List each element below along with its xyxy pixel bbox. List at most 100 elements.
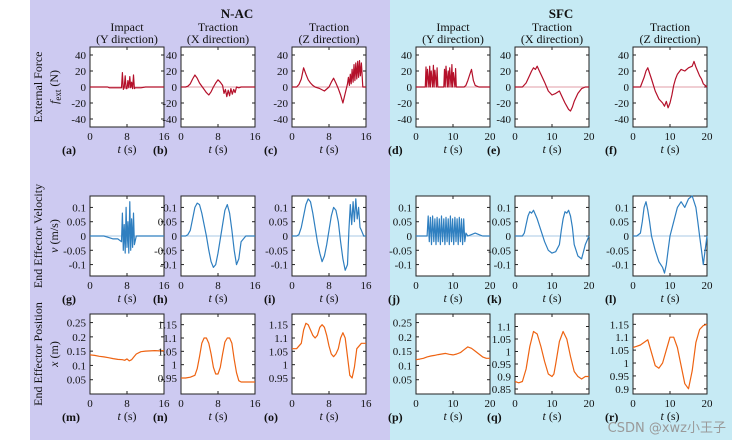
series-line (416, 215, 490, 246)
x-axis-label-unit: (s) (447, 291, 463, 305)
x-axis-label-t: t (660, 409, 664, 423)
y-tick-label: -0.1 (69, 260, 86, 272)
y-tick-label: 1.05 (269, 346, 289, 358)
y-tick-label: -20 (71, 98, 86, 110)
x-tick-label: 10 (448, 280, 460, 292)
panel-l: 0.10.050-0.05-0.10 10 20t (s)(l) (605, 195, 714, 306)
y-tick-label: 20 (401, 66, 413, 78)
y-tick-label: 40 (166, 50, 178, 62)
group-title-sfc: SFC (549, 6, 574, 21)
x-tick-label: 16 (250, 131, 262, 143)
y-tick-label: -0.05 (154, 245, 177, 257)
subplot-letter: (m) (62, 410, 80, 424)
x-axis-label-t: t (443, 291, 447, 305)
x-tick-label: 10 (547, 398, 559, 410)
y-tick-label: 0 (172, 231, 178, 243)
y-tick-label: 0.2 (398, 332, 412, 344)
y-tick-label: 0.9 (615, 384, 629, 396)
y-tick-label: -20 (496, 98, 511, 110)
x-tick-label: 20 (485, 398, 497, 410)
y-tick-label: 0.05 (67, 217, 87, 229)
x-tick-label: 0 (87, 398, 93, 410)
y-tick-label: 40 (75, 50, 87, 62)
x-axis-label-t: t (208, 142, 212, 156)
subplot-letter: (h) (153, 292, 168, 306)
y-tick-label: 20 (500, 66, 512, 78)
panel-k: 0.10.050-0.05-0.10 10 20t (s)(k) (487, 195, 596, 306)
y-tick-label: 40 (618, 50, 630, 62)
x-axis-label-unit: (s) (664, 291, 680, 305)
x-axis-label-unit: (s) (664, 409, 680, 423)
y-tick-label: 1.05 (158, 346, 178, 358)
y-tick-label: -0.05 (488, 245, 511, 257)
x-axis-label-t: t (660, 142, 664, 156)
x-axis-label-t: t (542, 142, 546, 156)
x-tick-label: 20 (584, 280, 596, 292)
x-axis-label-unit: (s) (121, 409, 137, 423)
subplot-letter: (c) (264, 143, 277, 157)
series-line (181, 337, 255, 383)
x-axis-label: t (s) (443, 291, 462, 305)
y-tick-label: 40 (500, 50, 512, 62)
panel-p: 0.25 0.2 0.15 0.1 0.050 10 20 t (s) (p) (388, 313, 497, 424)
x-axis-label: t (s) (660, 142, 679, 156)
x-tick-label: 16 (159, 280, 171, 292)
x-tick-label: 16 (250, 280, 262, 292)
x-axis-label-t: t (117, 291, 121, 305)
y-tick-label: 0.1 (398, 202, 412, 214)
x-axis-label-unit: (s) (212, 291, 228, 305)
x-axis-label: t (s) (660, 291, 679, 305)
y-tick-label: 0.05 (269, 217, 289, 229)
x-tick-label: 20 (485, 280, 497, 292)
x-tick-label: 0 (630, 131, 636, 143)
panel-title-line: Traction (309, 20, 349, 34)
subplot-letter: (l) (605, 292, 616, 306)
x-tick-label: 0 (87, 280, 93, 292)
x-axis-label-t: t (443, 409, 447, 423)
x-tick-label: 20 (702, 280, 714, 292)
x-tick-label: 16 (250, 398, 262, 410)
x-tick-label: 0 (178, 131, 184, 143)
row-label-sub: ext (53, 89, 63, 100)
x-axis-label: t (s) (117, 291, 136, 305)
subplot-letter: (o) (264, 410, 278, 424)
x-axis-label-t: t (208, 291, 212, 305)
series-line (515, 65, 589, 112)
x-axis-label-t: t (117, 409, 121, 423)
x-tick-label: 20 (702, 398, 714, 410)
panel-title-line: Impact (436, 20, 470, 34)
y-tick-label: 0.1 (398, 360, 412, 372)
panel-title-line: (Z direction) (640, 32, 701, 46)
y-tick-label: 0.1 (274, 202, 288, 214)
panel-title-line: Traction (650, 20, 690, 34)
y-tick-label: 0.05 (393, 217, 413, 229)
panel-h: 0.10.050-0.05-0.10 8 16t (s)(h) (153, 195, 262, 306)
x-tick-label: 0 (289, 131, 295, 143)
y-tick-label: -0.05 (389, 245, 412, 257)
row-label-symbol: fext (N) (47, 70, 63, 104)
y-tick-label: -20 (162, 98, 177, 110)
x-tick-label: 8 (326, 280, 332, 292)
panel-n: 1.151.11.05 10.95 0 8 16 t (s) (n) (153, 313, 262, 424)
x-axis-label-t: t (542, 409, 546, 423)
x-tick-label: 10 (547, 131, 559, 143)
y-tick-label: 1.05 (492, 334, 512, 346)
y-tick-label: 0.05 (393, 375, 413, 387)
row-label-symbol: v (m/s) (47, 219, 61, 253)
row-label-title: External Force (31, 52, 45, 123)
x-tick-label: 8 (326, 131, 332, 143)
series-line (415, 346, 490, 361)
series-line (181, 74, 255, 98)
x-axis-label: t (s) (208, 409, 227, 423)
y-tick-label: 0 (283, 231, 289, 243)
x-axis-label-unit: (s) (323, 409, 339, 423)
y-tick-label: 1 (624, 358, 630, 370)
y-tick-label: 20 (75, 66, 87, 78)
subplot-letter: (e) (487, 143, 500, 157)
x-axis-label: t (s) (443, 142, 462, 156)
y-tick-label: 20 (166, 66, 178, 78)
y-tick-label: 1 (283, 360, 289, 372)
x-tick-label: 0 (630, 280, 636, 292)
